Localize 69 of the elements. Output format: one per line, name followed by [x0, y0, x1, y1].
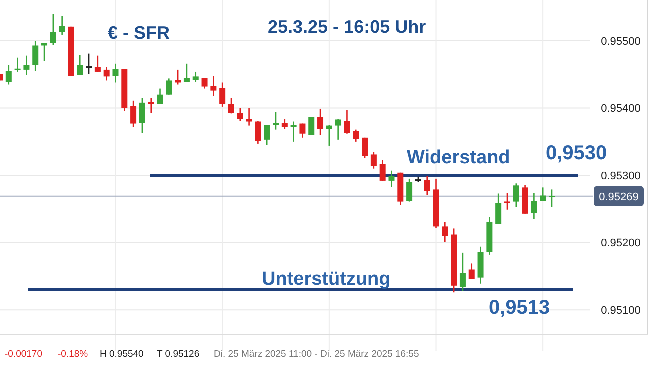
- candlestick: [139, 98, 146, 134]
- annotation: 0,9513: [489, 296, 550, 319]
- candlestick: [86, 53, 92, 75]
- candlestick: [77, 54, 84, 76]
- candlestick: [210, 75, 217, 97]
- candlestick: [6, 64, 12, 86]
- text: 25.3.25 - 16:05 Uhr: [268, 17, 426, 37]
- text: Di. 25 März 2025 11:00 - Di. 25 März 2025 16:55: [214, 349, 420, 360]
- candlestick: [59, 15, 66, 36]
- candlestick: [442, 221, 448, 243]
- candlestick: [184, 63, 190, 83]
- annotation: 0,9530: [546, 142, 608, 165]
- candlestick: [202, 77, 208, 90]
- candlestick: [353, 129, 360, 143]
- y-tick-label: 0.95400: [601, 103, 641, 116]
- candlestick: [237, 108, 244, 122]
- candlestick: [42, 42, 48, 62]
- candlestick: [255, 120, 262, 145]
- candlestick: [50, 13, 56, 46]
- candlestick: [264, 124, 270, 146]
- ref-line-label: 0.95269: [599, 191, 639, 204]
- candlestick: [290, 121, 297, 143]
- candlestick: [192, 71, 199, 83]
- candlestick: [148, 98, 154, 114]
- candlestick: [362, 137, 368, 159]
- text: -0.18%: [58, 349, 89, 360]
- candlestick: [130, 100, 137, 128]
- candlestick: [14, 57, 21, 73]
- candlestick: [540, 187, 546, 202]
- ref-line-label: Widerstand: [407, 148, 510, 169]
- candlestick: [388, 170, 395, 188]
- candlestick: [424, 176, 430, 196]
- candlestick: [104, 66, 110, 82]
- candlestick: [157, 88, 164, 105]
- candlestick: [496, 193, 502, 225]
- candlestick: [220, 82, 226, 108]
- text: € - SFR: [108, 23, 170, 43]
- candlestick: [513, 182, 520, 208]
- candlestick: [32, 40, 39, 72]
- candlestick: [24, 55, 30, 76]
- candlestick: [549, 189, 555, 208]
- candlestick: [94, 55, 101, 73]
- text: H 0.95540: [100, 349, 144, 360]
- candlestick: [246, 108, 252, 126]
- candlestick: [344, 110, 350, 135]
- candlestick: [112, 63, 119, 84]
- candlestick: [166, 78, 172, 96]
- candlestick: [370, 151, 377, 170]
- candlestick: [300, 123, 306, 139]
- candlestick: [468, 263, 475, 280]
- y-tick-label: 0.95500: [601, 36, 641, 48]
- text: -0.00170: [5, 349, 43, 360]
- candlestick: [531, 192, 538, 220]
- candlestick: [335, 118, 342, 141]
- candlestick: [460, 252, 466, 292]
- candlestick: [228, 98, 234, 114]
- y-tick-label: 0.95300: [601, 170, 641, 182]
- candlestick: [406, 178, 413, 202]
- ref-line-label: Unterstützung: [262, 268, 391, 290]
- y-tick-label: 0.95200: [601, 238, 641, 250]
- candlestick: [273, 112, 279, 130]
- candlestick: [282, 118, 288, 130]
- y-tick-label: 0.95100: [601, 304, 641, 317]
- candlestick: [308, 116, 315, 136]
- candlestick: [175, 69, 182, 86]
- candlestick: [380, 159, 386, 182]
- candlestick: [318, 108, 324, 136]
- candlestick: [504, 192, 510, 211]
- text: T 0.95126: [157, 349, 200, 360]
